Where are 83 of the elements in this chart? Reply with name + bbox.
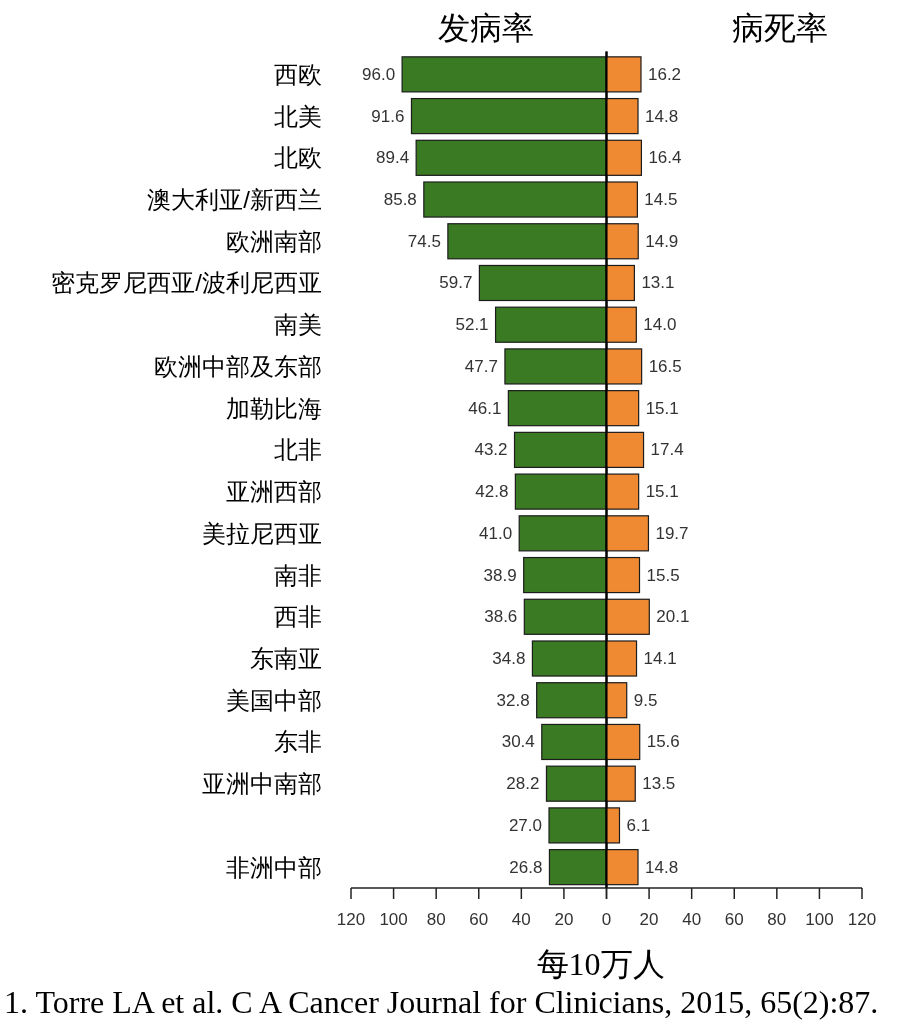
x-tick-label: 40 — [511, 909, 531, 929]
data-label: 28.2 — [506, 774, 540, 794]
y-tick-label: 加勒比海 — [226, 394, 322, 422]
data-label: 16.4 — [648, 148, 682, 168]
text: 1. Torre LA et al. C A Cancer Journal for Clinicians, 2015, 65(2):87. — [4, 984, 879, 1020]
x-tick-label: 60 — [469, 909, 489, 929]
data-label: 15.6 — [646, 732, 680, 752]
bar — [605, 56, 642, 93]
data-label: 32.8 — [496, 690, 530, 710]
data-label: 47.7 — [464, 356, 498, 376]
data-label: 59.7 — [439, 273, 473, 293]
data-label: 34.8 — [492, 649, 526, 669]
y-tick-label: 澳大利亚/新西兰 — [147, 186, 322, 214]
data-label: 14.0 — [643, 315, 677, 335]
data-label: 26.8 — [509, 857, 543, 877]
y-tick-label: 北欧 — [274, 144, 322, 172]
bar — [605, 181, 638, 218]
y-tick-label: 美国中部 — [226, 686, 322, 714]
data-label: 16.5 — [648, 356, 682, 376]
chart-title: 发病率 — [438, 10, 535, 46]
chart-title: 病死率 — [732, 10, 829, 46]
data-label: 41.0 — [479, 523, 513, 543]
y-tick-label: 南美 — [274, 311, 322, 339]
y-tick-label: 东非 — [274, 728, 322, 756]
data-label: 17.4 — [650, 440, 684, 460]
data-label: 15.1 — [645, 482, 679, 502]
x-tick-label: 120 — [336, 909, 366, 929]
data-label: 14.9 — [645, 231, 679, 251]
data-label: 15.5 — [646, 565, 680, 585]
data-label: 19.7 — [655, 523, 689, 543]
y-tick-label: 非洲中部 — [226, 853, 322, 881]
data-label: 91.6 — [371, 106, 405, 126]
y-tick-label: 美拉尼西亚 — [202, 519, 322, 547]
data-label: 43.2 — [474, 440, 508, 460]
y-tick-label: 西非 — [274, 603, 322, 631]
data-label: 6.1 — [626, 815, 651, 835]
x-tick-label: 80 — [767, 909, 787, 929]
y-tick-label: 亚洲中南部 — [202, 770, 322, 798]
bar — [605, 97, 639, 135]
data-label: 27.0 — [508, 815, 543, 835]
bar — [605, 223, 639, 260]
x-tick-label: 40 — [682, 909, 702, 929]
bar — [605, 264, 635, 302]
data-label: 96.0 — [362, 64, 396, 84]
data-label: 14.8 — [645, 857, 679, 877]
data-label: 15.1 — [645, 398, 679, 418]
bar — [605, 139, 643, 176]
data-label: 46.1 — [468, 398, 502, 418]
data-label: 14.5 — [644, 190, 678, 210]
data-label: 38.6 — [484, 607, 518, 627]
y-tick-label: 西欧 — [274, 60, 322, 88]
x-tick-label: 100 — [379, 909, 408, 929]
data-label: 42.8 — [475, 482, 509, 502]
x-tick-label: 0 — [601, 909, 612, 929]
data-label: 74.5 — [407, 231, 441, 251]
data-label: 13.5 — [642, 774, 676, 794]
x-tick-label: 80 — [426, 909, 446, 929]
bar — [605, 306, 637, 343]
x-axis-title: 每10万人 — [536, 946, 665, 982]
data-label: 38.9 — [483, 565, 517, 585]
data-label: 9.5 — [633, 690, 658, 710]
y-tick-label: 亚洲西部 — [226, 478, 322, 506]
data-label: 89.4 — [376, 148, 410, 168]
x-tick-label: 20 — [554, 909, 574, 929]
y-tick-label: 北非 — [274, 436, 322, 464]
data-label: 13.1 — [641, 273, 675, 293]
x-tick-label: 100 — [805, 909, 834, 929]
data-label: 85.8 — [383, 190, 417, 210]
data-label: 52.1 — [455, 315, 489, 335]
y-tick-label: 北美 — [274, 102, 322, 130]
y-tick-label: 东南亚 — [250, 645, 322, 673]
data-label: 20.1 — [656, 607, 690, 627]
data-label: 30.4 — [501, 732, 535, 752]
x-tick-label: 60 — [724, 909, 744, 929]
y-tick-label: 欧洲中部及东部 — [154, 352, 322, 380]
x-tick-label: 120 — [847, 909, 877, 929]
y-tick-label: 欧洲南部 — [226, 227, 322, 255]
data-label: 16.2 — [647, 64, 682, 84]
y-tick-label: 南非 — [274, 561, 322, 589]
y-tick-label: 密克罗尼西亚/波利尼西亚 — [51, 269, 322, 297]
data-label: 14.1 — [643, 649, 677, 669]
x-tick-label: 20 — [639, 909, 659, 929]
data-label: 14.8 — [645, 106, 679, 126]
